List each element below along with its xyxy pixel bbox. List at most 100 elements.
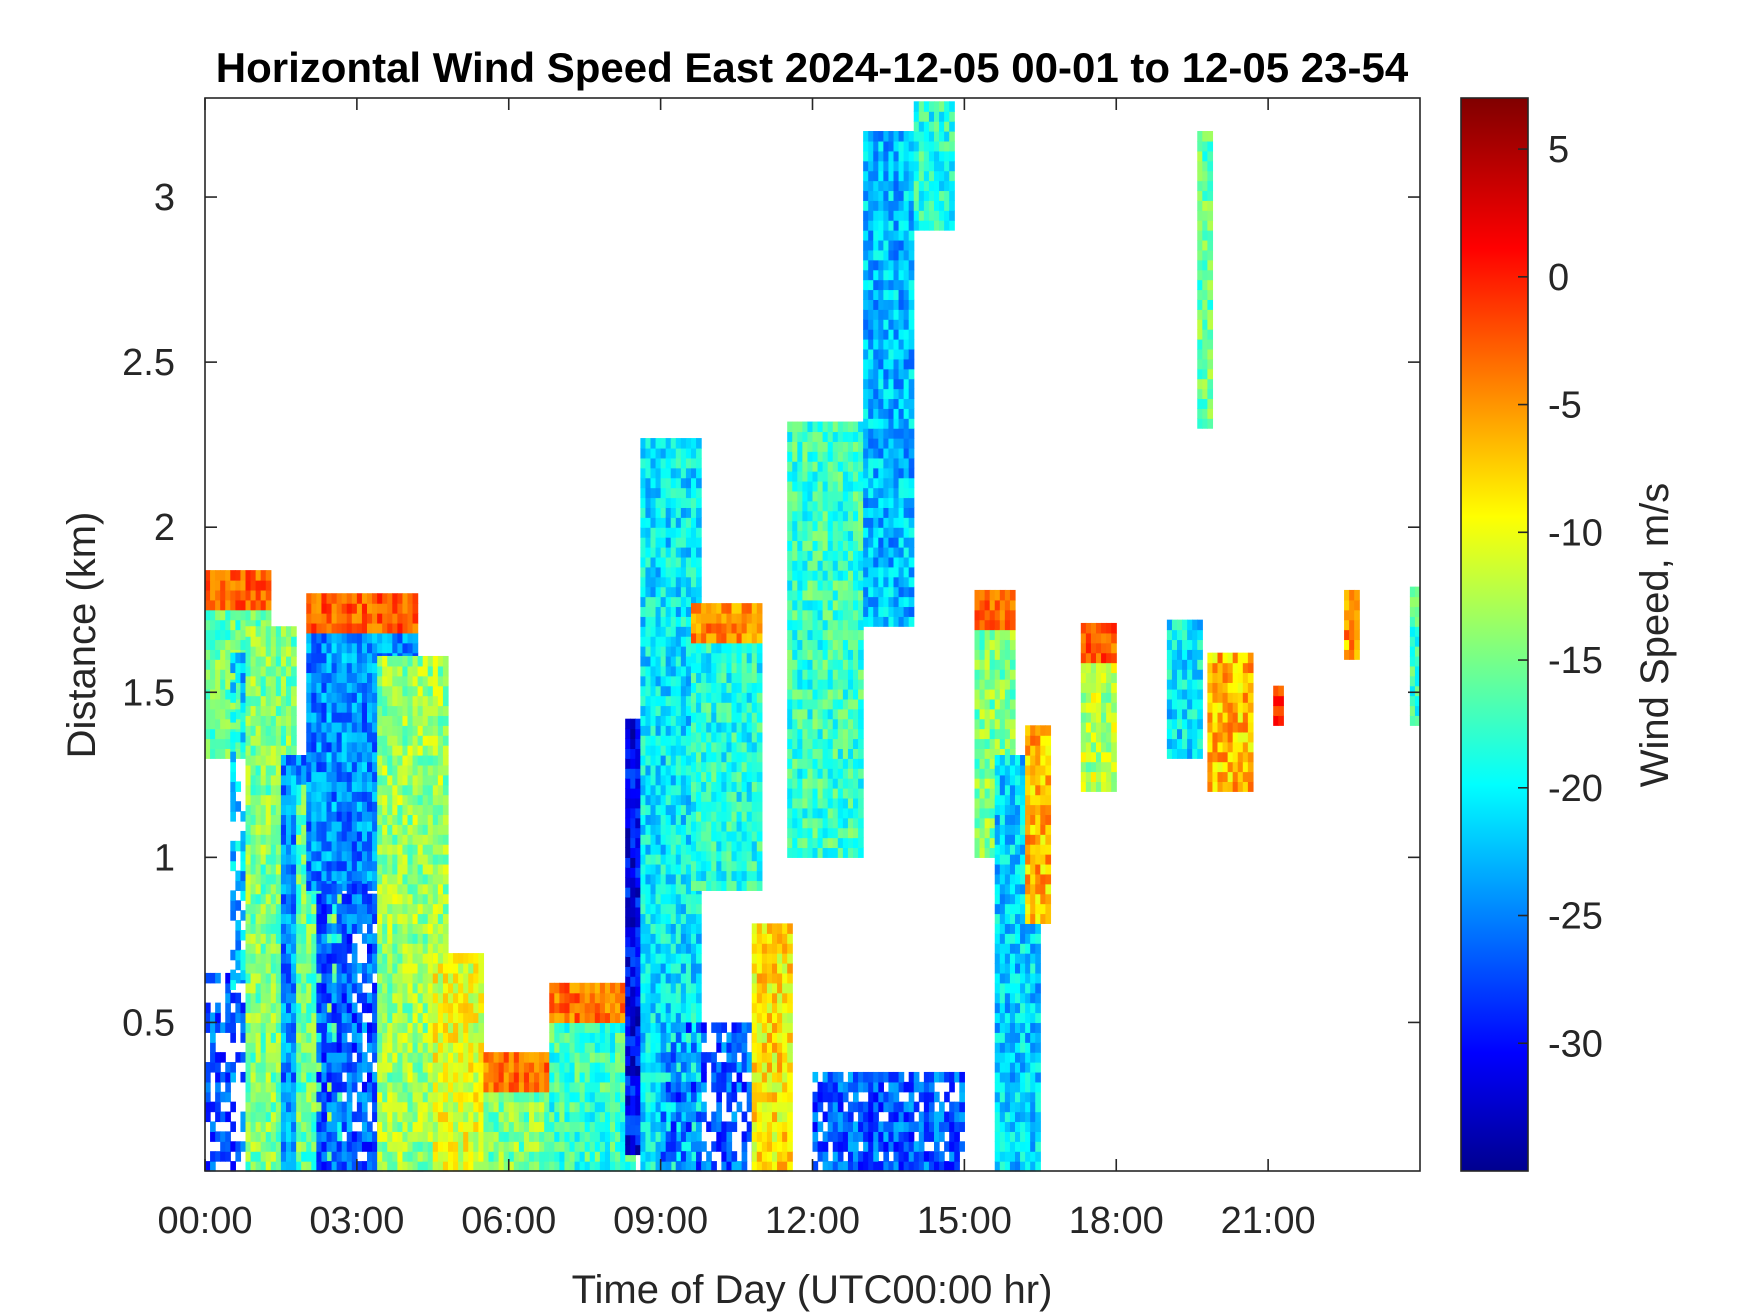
heatmap-cell [270,1101,277,1113]
heatmap-cell [442,1081,449,1093]
heatmap-cell [250,745,257,756]
heatmap-cell [437,972,444,984]
heatmap-cell [377,745,383,756]
heatmap-cell [645,913,652,924]
heatmap-cell [321,850,328,862]
heatmap-cell [275,804,282,816]
heatmap-cell [205,728,211,740]
heatmap-cell [473,1141,479,1152]
heatmap-cell [437,1111,444,1123]
heatmap-cell [301,963,307,974]
heatmap-cell [210,1101,216,1113]
heatmap-cell [392,725,398,736]
heatmap-cell [367,850,373,862]
heatmap-cell [240,1012,247,1024]
heatmap-cell [205,639,211,650]
heatmap-cell [361,1161,368,1172]
heatmap-cell [220,1052,226,1063]
heatmap-cell [453,1052,459,1063]
heatmap-cell [311,771,317,783]
heatmap-cell [331,870,338,882]
heatmap-cell [291,953,297,964]
heatmap-cell [625,986,631,997]
heatmap-cell [311,1111,317,1123]
heatmap-cell [245,893,252,905]
heatmap-cell [215,1091,221,1103]
heatmap-cell [650,606,657,617]
heatmap-cell [306,652,312,664]
heatmap-cell [483,1161,490,1172]
heatmap-cell [255,1071,262,1083]
heatmap-cell [382,1032,388,1043]
heatmap-cell [255,883,262,895]
heatmap-cell [225,992,231,1004]
heatmap-cell [367,903,373,915]
heatmap-cell [240,959,247,971]
heatmap-cell [645,447,652,459]
heatmap-cell [240,1071,247,1083]
heatmap-cell [321,840,328,852]
heatmap-cell [650,1062,657,1073]
heatmap-cell [407,824,414,835]
heatmap-cell [630,1045,636,1057]
heatmap-cell [265,774,272,786]
heatmap-cell [351,682,358,693]
heatmap-cell [235,652,242,664]
heatmap-cell [620,1081,626,1093]
heatmap-cell [422,745,429,756]
heatmap-cell [473,1121,479,1132]
heatmap-cell [544,1091,550,1103]
heatmap-cell [513,1111,520,1123]
heatmap-cell [255,873,262,885]
heatmap-cell [453,1062,459,1073]
heatmap-cell [650,665,657,677]
heatmap-cell [270,675,277,687]
heatmap-cell [311,1052,317,1063]
heatmap-cell [387,933,393,944]
heatmap-cell [382,1071,388,1083]
heatmap-cell [346,781,353,792]
heatmap-cell [453,992,459,1004]
heatmap-cell [286,636,292,647]
heatmap-cell [554,1141,560,1152]
heatmap-cell [448,992,454,1004]
heatmap-cell [604,1071,611,1083]
heatmap-cell [280,1161,287,1172]
heatmap-cell [326,771,333,783]
heatmap-cell [270,1081,277,1093]
heatmap-cell [280,705,287,716]
heatmap-cell [367,1042,373,1053]
heatmap-cell [286,1081,292,1093]
heatmap-cell [255,854,262,865]
heatmap-cell [220,589,226,601]
heatmap-cell [625,1104,631,1116]
heatmap-cell [442,844,449,855]
heatmap-cell [260,646,267,657]
heatmap-cell [382,943,388,954]
heatmap-cell [255,1161,262,1172]
heatmap-cell [377,854,383,865]
heatmap-cell [635,778,641,789]
heatmap-cell [265,933,272,944]
heatmap-cell [620,1002,626,1014]
heatmap-cell [387,834,393,845]
heatmap-cell [346,741,353,753]
heatmap-cell [235,929,242,941]
heatmap-cell [336,972,343,984]
heatmap-cell [326,850,333,862]
heatmap-cell [539,1071,545,1083]
heatmap-cell [286,784,292,796]
heatmap-cell [316,761,323,773]
heatmap-cell [321,870,328,882]
heatmap-cell [377,1131,383,1142]
heatmap-cell [351,1111,358,1123]
heatmap-cell [220,679,226,690]
heatmap-cell [346,1042,353,1053]
heatmap-cell [346,913,353,924]
heatmap-cell [387,603,393,614]
heatmap-cell [640,1121,647,1132]
heatmap-cell [341,943,348,954]
heatmap-cell [331,913,338,924]
heatmap-cell [463,1111,469,1123]
heatmap-cell [392,863,398,875]
